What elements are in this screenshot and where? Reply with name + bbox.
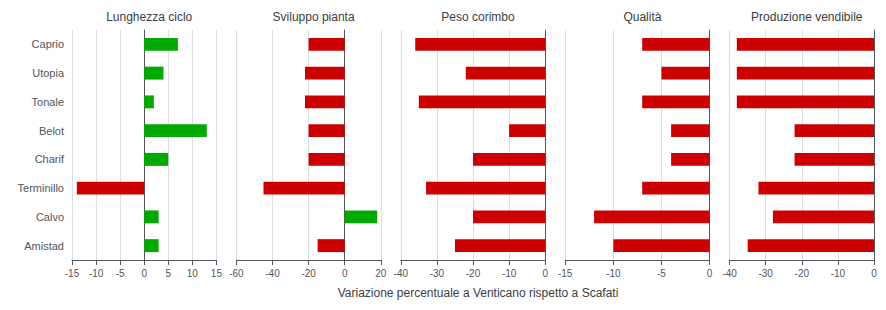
svg-text:-20: -20 [466,268,481,279]
svg-text:0: 0 [141,268,147,279]
svg-text:Tonale: Tonale [32,96,64,108]
svg-text:Qualità: Qualità [623,10,661,24]
svg-text:-5: -5 [657,268,666,279]
svg-text:-10: -10 [606,268,621,279]
svg-text:10: 10 [187,268,199,279]
svg-text:Utopia: Utopia [32,67,65,79]
svg-text:Caprio: Caprio [32,38,64,50]
svg-text:Variazione percentuale a Venti: Variazione percentuale a Venticano rispe… [338,286,619,300]
svg-text:Peso corimbo: Peso corimbo [441,10,515,24]
svg-text:-40: -40 [394,268,409,279]
svg-text:Terminillo: Terminillo [18,182,64,194]
svg-text:Charif: Charif [35,153,65,165]
svg-text:-60: -60 [229,268,244,279]
svg-text:-5: -5 [116,268,125,279]
svg-text:-10: -10 [502,268,517,279]
svg-text:Amistad: Amistad [24,240,64,252]
svg-text:0: 0 [871,268,877,279]
svg-text:-20: -20 [301,268,316,279]
svg-text:-40: -40 [722,268,737,279]
svg-text:-15: -15 [558,268,573,279]
svg-text:Calvo: Calvo [36,211,64,223]
svg-text:-30: -30 [430,268,445,279]
svg-text:Belot: Belot [39,125,64,137]
svg-text:-10: -10 [831,268,846,279]
svg-text:-40: -40 [265,268,280,279]
svg-text:Sviluppo pianta: Sviluppo pianta [273,10,355,24]
svg-text:Lunghezza ciclo: Lunghezza ciclo [106,10,192,24]
svg-text:0: 0 [342,268,348,279]
svg-text:15: 15 [211,268,223,279]
svg-text:Produzione vendibile: Produzione vendibile [751,10,863,24]
svg-text:-30: -30 [758,268,773,279]
svg-text:-15: -15 [65,268,80,279]
svg-text:20: 20 [375,268,387,279]
svg-text:-10: -10 [89,268,104,279]
svg-text:0: 0 [542,268,548,279]
svg-text:-20: -20 [795,268,810,279]
svg-text:5: 5 [165,268,171,279]
svg-text:0: 0 [707,268,713,279]
